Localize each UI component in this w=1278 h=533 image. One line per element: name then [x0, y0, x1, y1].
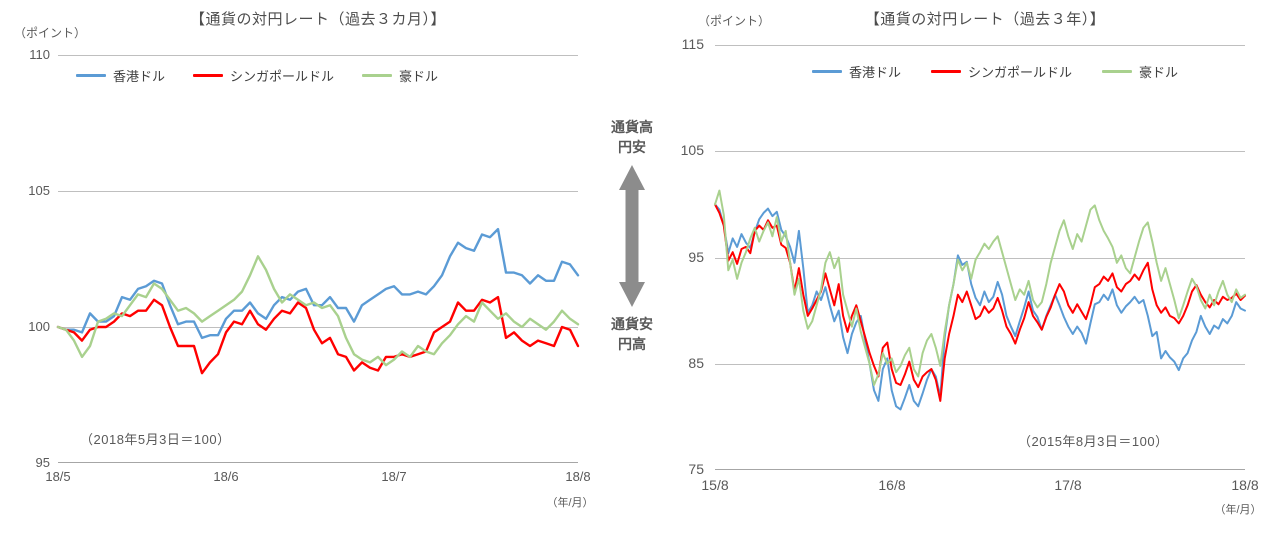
y-tick-105: 105: [28, 183, 50, 198]
chart-title-3months: 【通貨の対円レート（過去３カ月）】: [189, 11, 447, 28]
legend-label: 香港ドル: [849, 65, 902, 80]
legend-swatch-hongkong-dollar-icon: [76, 74, 106, 77]
x-tick-18-8: 18/8: [1231, 477, 1259, 493]
x-tick-18-5: 18/5: [45, 469, 71, 484]
legend-swatch-australian-dollar-icon: [362, 74, 393, 77]
x-tick-16-8: 16/8: [878, 477, 906, 493]
y-tick-85: 85: [688, 355, 704, 371]
legend-item-australian-dollar: 豪ドル: [1102, 62, 1178, 81]
legend-swatch-singapore-dollar-icon: [193, 74, 224, 77]
x-tick-18-6: 18/6: [213, 469, 239, 484]
y-tick-75: 75: [688, 461, 704, 477]
legend-label: シンガポールドル: [230, 69, 335, 84]
legend-3years: 香港ドル シンガポールドル 豪ドル: [812, 62, 1178, 81]
legend-item-hongkong-dollar: 香港ドル: [812, 62, 901, 81]
x-tick-18-8: 18/8: [565, 469, 591, 484]
label-currency-high: 通貨高: [611, 119, 653, 135]
y-axis-unit-label: （ポイント）: [14, 26, 87, 40]
legend-3months: 香港ドル シンガポールドル 豪ドル: [76, 66, 438, 85]
y-axis-unit-label: （ポイント）: [698, 14, 771, 28]
label-yen-strong: 円高: [618, 336, 646, 352]
base-date-note-3months: （2018年5月3日＝100）: [80, 432, 231, 447]
label-yen-weak: 円安: [618, 139, 646, 155]
plot-area-3months: [56, 55, 580, 463]
legend-swatch-hongkong-dollar-icon: [812, 70, 842, 73]
y-tick-105: 105: [680, 142, 704, 158]
legend-label: 豪ドル: [1139, 65, 1179, 80]
x-tick-15-8: 15/8: [701, 477, 729, 493]
legend-swatch-australian-dollar-icon: [1102, 70, 1133, 73]
legend-item-australian-dollar: 豪ドル: [362, 66, 438, 85]
legend-label: シンガポールドル: [968, 65, 1073, 80]
x-axis-unit-note: （年/月）: [1214, 504, 1262, 516]
y-tick-100: 100: [28, 319, 50, 334]
plot-area-3years: [714, 45, 1246, 470]
x-tick-18-7: 18/7: [381, 469, 407, 484]
legend-item-singapore-dollar: シンガポールドル: [931, 62, 1072, 81]
y-tick-115: 115: [681, 36, 704, 52]
y-tick-95: 95: [688, 249, 704, 265]
y-tick-110: 110: [29, 47, 50, 62]
legend-swatch-singapore-dollar-icon: [931, 70, 962, 73]
x-axis-unit-note: （年/月）: [546, 497, 594, 509]
legend-item-hongkong-dollar: 香港ドル: [76, 66, 165, 85]
legend-label: 豪ドル: [399, 69, 439, 84]
x-tick-17-8: 17/8: [1054, 477, 1082, 493]
label-currency-low: 通貨安: [611, 316, 653, 332]
legend-item-singapore-dollar: シンガポールドル: [193, 66, 334, 85]
legend-label: 香港ドル: [113, 69, 166, 84]
chart-title-3years: 【通貨の対円レート（過去３年）】: [864, 11, 1106, 28]
vertical-double-arrow-icon: [619, 165, 645, 307]
base-date-note-3years: （2015年8月3日＝100）: [1018, 434, 1169, 449]
y-tick-95: 95: [35, 455, 50, 470]
